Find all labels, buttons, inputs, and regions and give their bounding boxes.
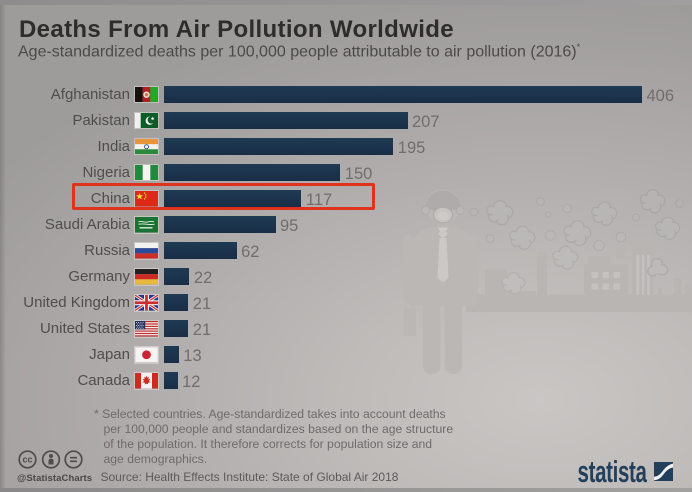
svg-text:cc: cc xyxy=(22,455,32,465)
